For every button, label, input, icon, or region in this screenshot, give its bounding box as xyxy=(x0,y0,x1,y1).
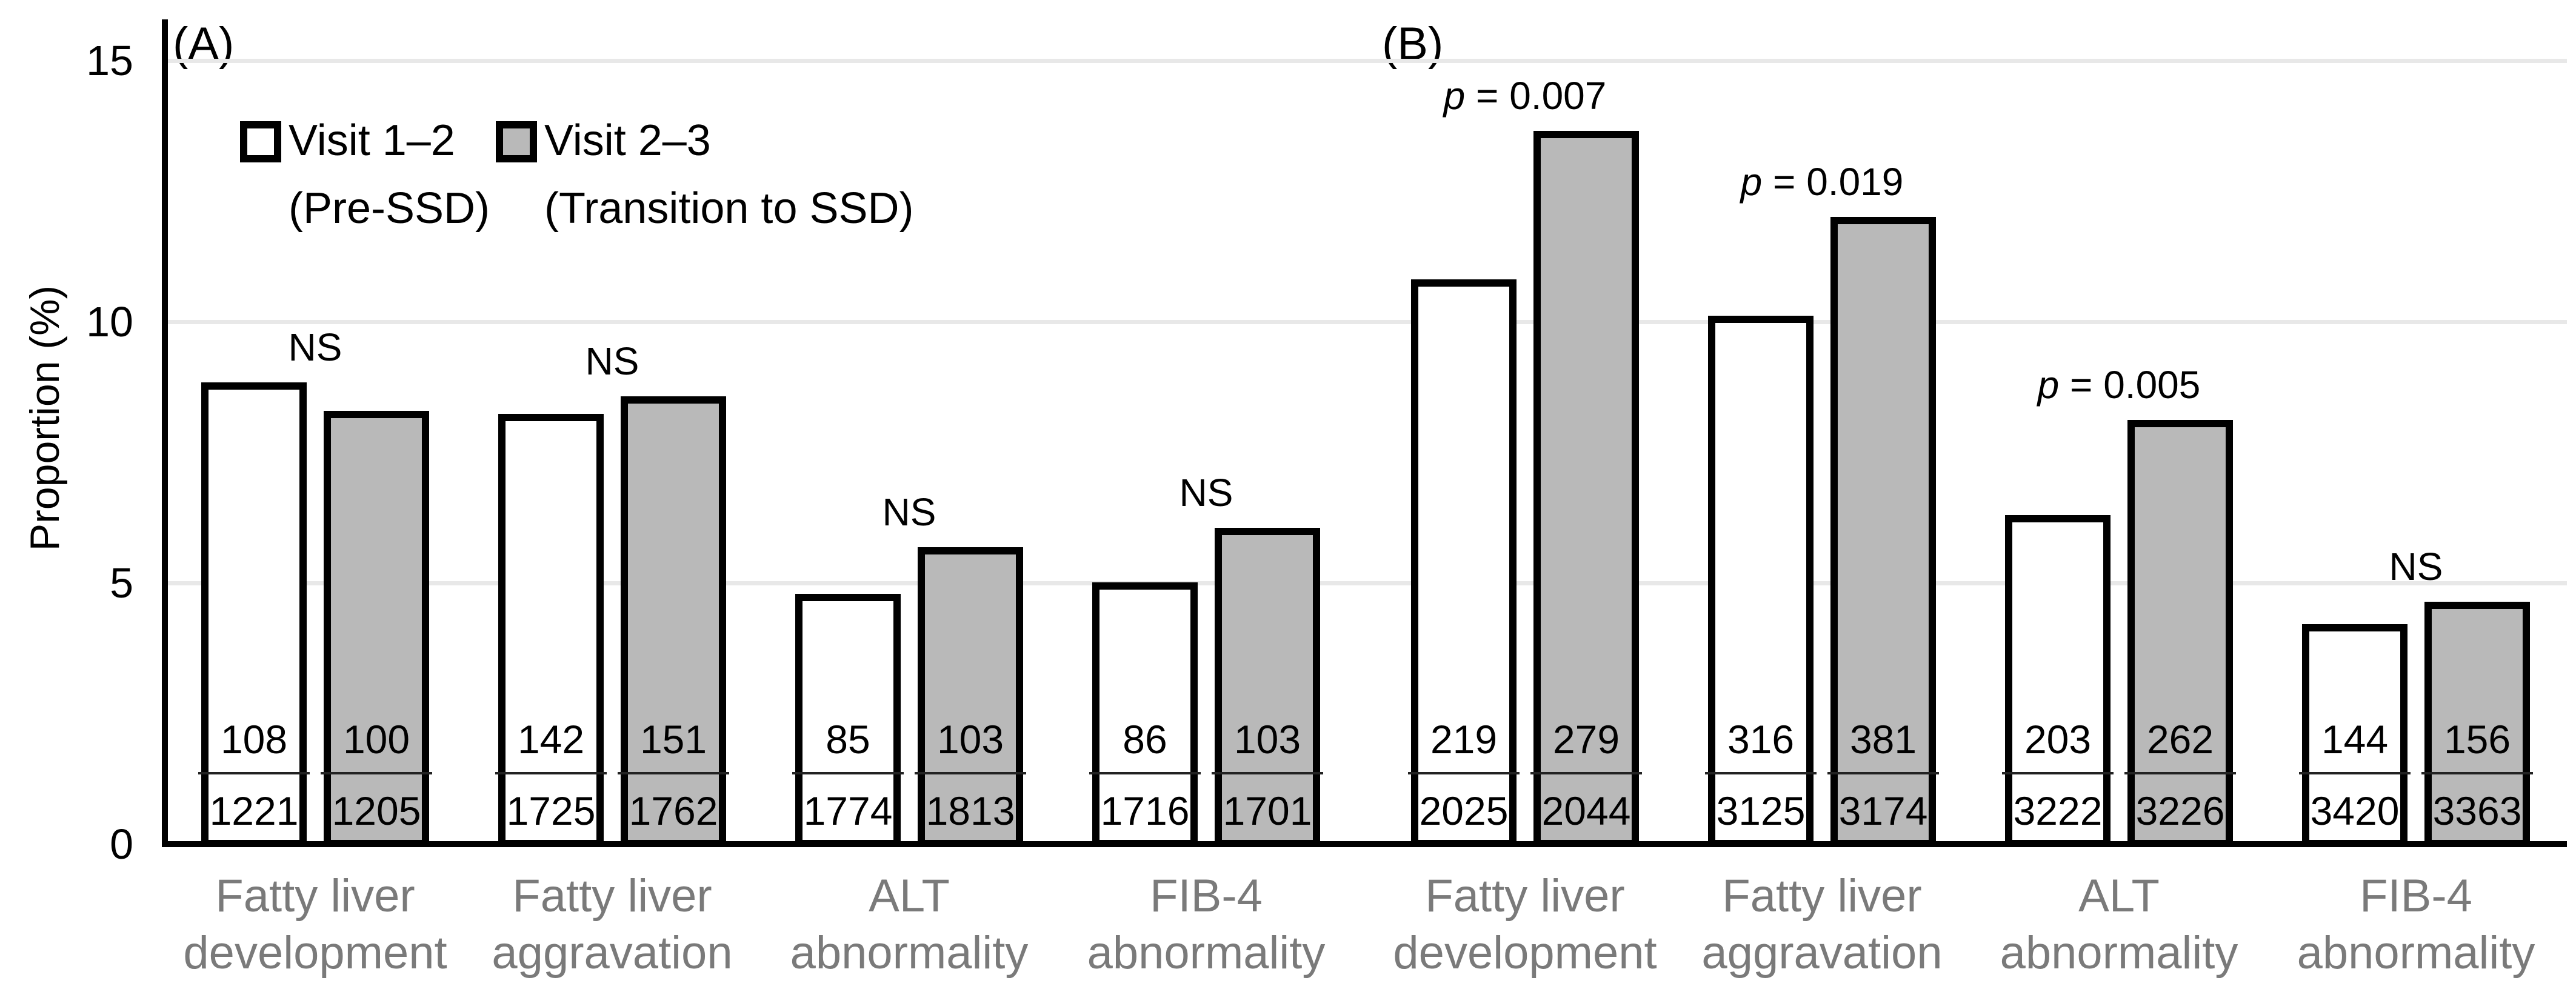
bar-visit23-A-g1: 100 1205 xyxy=(321,410,432,847)
bar-denominator: 2044 xyxy=(1541,788,1631,833)
fraction-line xyxy=(1408,771,1520,774)
bar-numerator: 219 xyxy=(1430,716,1498,762)
significance-label: p = 0.005 xyxy=(2037,362,2201,407)
bar-visit12-A-g4: 86 1716 xyxy=(1089,582,1201,847)
significance-label: NS xyxy=(1179,471,1233,515)
bar-denominator: 2025 xyxy=(1419,788,1509,833)
fraction-line xyxy=(1530,771,1642,774)
category-label: FIB-4 abnormality xyxy=(2297,870,2535,979)
category-label: ALT abnormality xyxy=(790,870,1029,979)
legend-label-visit-1-2: Visit 1–2 xyxy=(289,116,455,165)
bar-denominator: 3125 xyxy=(1716,788,1806,833)
bar-denominator: 1701 xyxy=(1223,788,1312,833)
bar-visit12-A-g2: 142 1725 xyxy=(495,414,607,847)
category-label: ALT abnormality xyxy=(2000,870,2238,979)
category-label: Fatty liver development xyxy=(183,870,447,979)
bar-visit23-A-g3: 103 1813 xyxy=(915,547,1026,847)
bar-numerator: 203 xyxy=(2024,716,2092,762)
fraction-line xyxy=(198,771,310,774)
fraction-line xyxy=(618,771,729,774)
significance-label: NS xyxy=(585,339,639,384)
y-tick-label-5: 5 xyxy=(110,559,133,607)
category-label: Fatty liver aggravation xyxy=(1701,870,1943,979)
bar-denominator: 1205 xyxy=(332,788,421,833)
significance-label: NS xyxy=(288,325,342,369)
y-tick-label-0: 0 xyxy=(110,821,133,868)
significance-label: p = 0.007 xyxy=(1443,74,1607,118)
bar-visit12-B-g1: 219 2025 xyxy=(1408,279,1520,847)
bar-denominator: 3363 xyxy=(2432,788,2522,833)
bar-numerator: 103 xyxy=(1233,716,1301,762)
bar-visit23-B-g3: 262 3226 xyxy=(2124,419,2236,847)
fraction-line xyxy=(495,771,607,774)
bar-visit23-A-g2: 151 1762 xyxy=(618,396,729,847)
bar-visit23-B-g2: 381 3174 xyxy=(1827,217,1939,847)
fraction-line xyxy=(1705,771,1817,774)
bar-visit12-A-g3: 85 1774 xyxy=(792,593,904,847)
bar-denominator: 1716 xyxy=(1100,788,1190,833)
y-tick-label-15: 15 xyxy=(86,37,133,84)
bar-denominator: 1813 xyxy=(926,788,1015,833)
fraction-line xyxy=(792,771,904,774)
bar-visit23-B-g4: 156 3363 xyxy=(2421,602,2533,847)
bar-visit23-A-g4: 103 1701 xyxy=(1212,528,1323,847)
bar-denominator: 1725 xyxy=(506,788,596,833)
fraction-line xyxy=(915,771,1026,774)
significance-label: NS xyxy=(882,490,936,534)
legend-sublabel-pre-ssd: (Pre-SSD) xyxy=(289,184,490,233)
y-axis-line xyxy=(162,19,168,847)
legend-item-visit-2-3: Visit 2–3 (Transition to SSD) xyxy=(496,107,914,242)
gridline-15 xyxy=(168,58,2567,63)
bar-numerator: 86 xyxy=(1123,716,1167,762)
y-tick-label-10: 10 xyxy=(86,298,133,345)
bar-denominator: 3174 xyxy=(1838,788,1928,833)
gridline-10 xyxy=(168,319,2567,324)
bar-numerator: 100 xyxy=(342,716,410,762)
bar-visit12-B-g2: 316 3125 xyxy=(1705,316,1817,847)
bar-denominator: 1221 xyxy=(209,788,299,833)
legend-swatch-visit-2-3 xyxy=(496,121,537,162)
fraction-line xyxy=(2124,771,2236,774)
bar-denominator: 1774 xyxy=(803,788,893,833)
fraction-line xyxy=(2299,771,2411,774)
bar-denominator: 3226 xyxy=(2135,788,2225,833)
bar-denominator: 3420 xyxy=(2310,788,2400,833)
category-label: FIB-4 abnormality xyxy=(1087,870,1326,979)
bar-numerator: 142 xyxy=(517,716,585,762)
bar-numerator: 279 xyxy=(1552,716,1620,762)
bar-numerator: 85 xyxy=(826,716,870,762)
fraction-line xyxy=(1089,771,1201,774)
bar-visit23-B-g1: 279 2044 xyxy=(1530,131,1642,847)
bar-numerator: 316 xyxy=(1727,716,1795,762)
fraction-line xyxy=(1827,771,1939,774)
category-label: Fatty liver development xyxy=(1393,870,1657,979)
bar-visit12-B-g3: 203 3222 xyxy=(2002,514,2114,847)
bar-visit12-A-g1: 108 1221 xyxy=(198,382,310,847)
bar-numerator: 381 xyxy=(1849,716,1917,762)
fraction-line xyxy=(1212,771,1323,774)
fraction-line xyxy=(321,771,432,774)
legend-sublabel-transition-to-ssd: (Transition to SSD) xyxy=(544,184,914,233)
bar-numerator: 151 xyxy=(639,716,707,762)
fraction-line xyxy=(2421,771,2533,774)
bar-numerator: 108 xyxy=(220,716,288,762)
gridline-5 xyxy=(168,581,2567,585)
significance-label: NS xyxy=(2389,545,2443,589)
bar-visit12-B-g4: 144 3420 xyxy=(2299,624,2411,847)
significance-label: p = 0.019 xyxy=(1740,160,1904,204)
legend-label-visit-2-3: Visit 2–3 xyxy=(544,116,711,165)
bar-numerator: 144 xyxy=(2321,716,2389,762)
category-label: Fatty liver aggravation xyxy=(492,870,733,979)
bar-denominator: 3222 xyxy=(2013,788,2103,833)
x-axis-line xyxy=(162,841,2567,847)
bar-numerator: 262 xyxy=(2146,716,2214,762)
bar-denominator: 1762 xyxy=(629,788,718,833)
legend-item-visit-1-2: Visit 1–2 (Pre-SSD) xyxy=(240,107,490,242)
legend-swatch-visit-1-2 xyxy=(240,121,281,162)
fraction-line xyxy=(2002,771,2114,774)
bar-numerator: 103 xyxy=(936,716,1004,762)
bar-numerator: 156 xyxy=(2443,716,2511,762)
